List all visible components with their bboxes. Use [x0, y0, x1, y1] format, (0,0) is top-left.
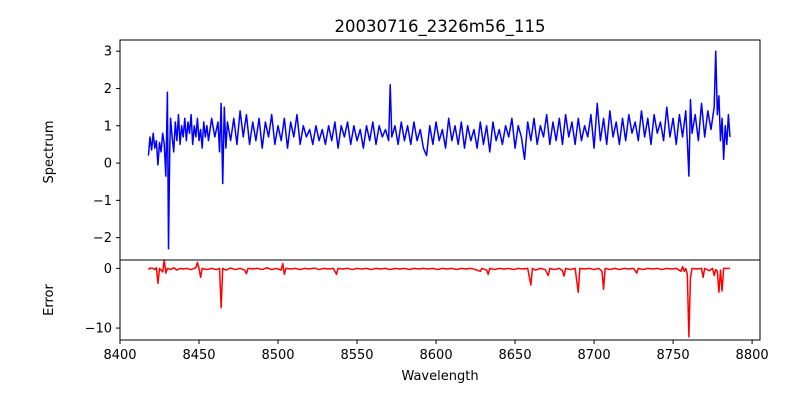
x-tick-label: 8800: [736, 348, 769, 363]
error-y-axis-label: Error: [42, 284, 57, 316]
error-y-tick-label: 0: [104, 262, 112, 277]
x-tick-label: 8600: [420, 348, 453, 363]
x-tick-label: 8400: [103, 348, 136, 363]
error-plot-area: [119, 259, 761, 341]
error-y-tick-label: −10: [85, 322, 112, 337]
error-series-line: [147, 259, 730, 338]
spectrum-y-tick-label: −2: [93, 231, 112, 246]
error-axes-frame: [119, 259, 761, 341]
error-y-ticks: 0 −10: [85, 262, 120, 337]
spectrum-y-axis-label: Spectrum: [42, 121, 57, 184]
spectrum-y-tick-label: 2: [104, 82, 112, 97]
x-tick-label: 8500: [261, 348, 294, 363]
x-tick-label: 8700: [578, 348, 611, 363]
spectrum-y-tick-label: 0: [104, 157, 112, 172]
x-tick-label: 8550: [340, 348, 373, 363]
x-tick-label: 8650: [499, 348, 532, 363]
spectrum-y-tick-label: 1: [104, 119, 112, 134]
wavelength-x-ticks: 8400 8450 8500 8550 8600 8650 8700 8750 8800: [103, 340, 769, 363]
error-axes: 0 −10 8400 8450 8500 8550 8600 8650 8700 8750 880…: [42, 259, 769, 384]
x-tick-label: 8450: [182, 348, 215, 363]
x-tick-label: 8750: [657, 348, 690, 363]
chart-title: 20030716_2326m56_115: [334, 17, 545, 37]
spectrum-series-line: [147, 50, 731, 250]
spectrum-y-tick-label: −1: [93, 194, 112, 209]
spectrum-y-tick-label: 3: [104, 45, 112, 60]
spectrum-y-ticks: −2 −1 0 1 2 3: [93, 45, 120, 246]
x-axis-label: Wavelength: [401, 369, 478, 384]
